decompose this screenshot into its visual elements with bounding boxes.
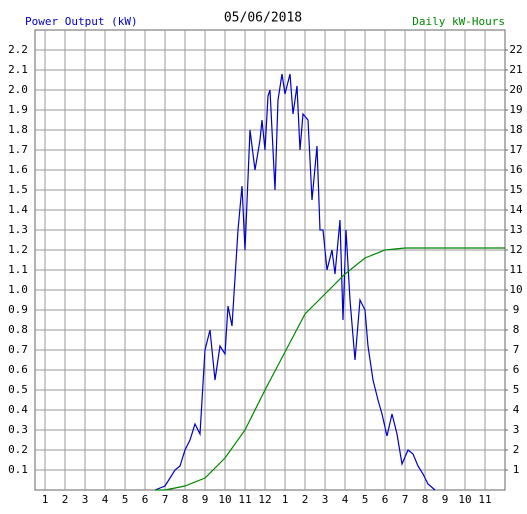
plot-area — [34, 29, 506, 491]
series-line — [154, 73, 436, 491]
y-tick-label: 0.5 — [8, 383, 28, 396]
x-tick-label: 9 — [202, 493, 209, 506]
y2-tick-label: 21 — [509, 63, 522, 76]
y2-tick-label: 2 — [513, 443, 520, 456]
y-tick-label: 0.4 — [8, 403, 28, 416]
y-axis-label: Power Output (kW) — [25, 15, 138, 28]
x-tick-label: 10 — [218, 493, 231, 506]
series-line — [155, 247, 505, 491]
y2-tick-label: 9 — [513, 303, 520, 316]
x-tick-label: 8 — [422, 493, 429, 506]
y2-tick-label: 1 — [513, 463, 520, 476]
y-tick-label: 0.6 — [8, 363, 28, 376]
x-tick-label: 6 — [142, 493, 149, 506]
y2-tick-label: 17 — [509, 143, 522, 156]
x-tick-label: 1 — [282, 493, 289, 506]
y2-tick-label: 13 — [509, 223, 522, 236]
x-tick-label: 4 — [342, 493, 349, 506]
y2-axis-label: Daily kW-Hours — [412, 15, 505, 28]
y2-tick-label: 15 — [509, 183, 522, 196]
y-tick-label: 0.1 — [8, 463, 28, 476]
y-tick-label: 0.2 — [8, 443, 28, 456]
y-tick-label: 0.9 — [8, 303, 28, 316]
y-tick-label: 1.0 — [8, 283, 28, 296]
x-tick-label: 10 — [458, 493, 471, 506]
y2-tick-label: 18 — [509, 123, 522, 136]
y-tick-label: 1.3 — [8, 223, 28, 236]
x-tick-label: 12 — [258, 493, 271, 506]
x-tick-label: 4 — [102, 493, 109, 506]
y-tick-label: 2.2 — [8, 43, 28, 56]
x-tick-label: 9 — [442, 493, 449, 506]
y2-tick-label: 10 — [509, 283, 522, 296]
y2-tick-label: 14 — [509, 203, 523, 216]
x-tick-label: 11 — [478, 493, 491, 506]
y-tick-label: 1.7 — [8, 143, 28, 156]
x-tick-label: 2 — [62, 493, 69, 506]
x-tick-label: 3 — [82, 493, 89, 506]
y2-tick-label: 12 — [509, 243, 522, 256]
y-tick-label: 0.7 — [8, 343, 28, 356]
y-tick-label: 1.5 — [8, 183, 28, 196]
y2-tick-label: 11 — [509, 263, 522, 276]
x-tick-label: 3 — [322, 493, 329, 506]
chart-title: 05/06/2018 — [224, 11, 302, 26]
x-tick-label: 1 — [42, 493, 49, 506]
y2-tick-label: 7 — [513, 343, 520, 356]
x-tick-label: 2 — [302, 493, 309, 506]
x-tick-label: 7 — [402, 493, 409, 506]
y-tick-label: 0.3 — [8, 423, 28, 436]
y2-tick-label: 8 — [513, 323, 520, 336]
y-tick-label: 1.1 — [8, 263, 28, 276]
y2-tick-label: 19 — [509, 103, 522, 116]
x-tick-label: 11 — [238, 493, 251, 506]
y-tick-label: 2.0 — [8, 83, 28, 96]
x-tick-label: 5 — [122, 493, 129, 506]
y2-tick-label: 6 — [513, 363, 520, 376]
y-tick-label: 1.8 — [8, 123, 28, 136]
y-tick-label: 0.8 — [8, 323, 28, 336]
y-tick-label: 1.4 — [8, 203, 28, 216]
y-tick-label: 1.6 — [8, 163, 28, 176]
y2-tick-label: 4 — [513, 403, 520, 416]
x-tick-label: 7 — [162, 493, 169, 506]
x-tick-label: 8 — [182, 493, 189, 506]
y2-tick-label: 5 — [513, 383, 520, 396]
y-tick-label: 2.1 — [8, 63, 28, 76]
y2-tick-label: 20 — [509, 83, 522, 96]
y2-tick-label: 16 — [509, 163, 522, 176]
y-tick-label: 1.9 — [8, 103, 28, 116]
y2-tick-label: 22 — [509, 43, 522, 56]
y2-tick-label: 3 — [513, 423, 520, 436]
x-tick-label: 6 — [382, 493, 389, 506]
y-tick-label: 1.2 — [8, 243, 28, 256]
x-tick-label: 5 — [362, 493, 369, 506]
